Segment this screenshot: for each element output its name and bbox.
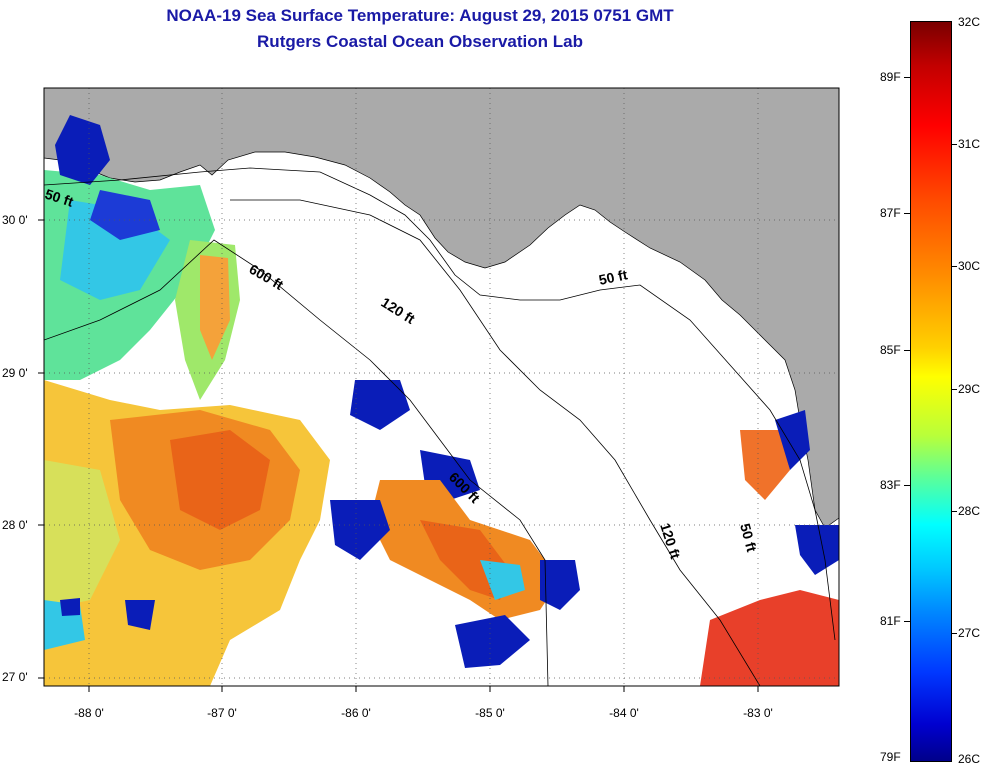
colorbar-c-label: 26C: [958, 752, 981, 766]
map-frame: [43, 87, 840, 687]
map-subtitle: Rutgers Coastal Ocean Observation Lab: [257, 32, 583, 51]
colorbar-c-label: 30C: [958, 259, 981, 273]
colorbar-c-label: 32C: [958, 15, 981, 29]
isobath-label: 50 ft: [737, 522, 760, 554]
x-axis-label: -84 0': [609, 706, 639, 720]
x-axis-label: -86 0': [341, 706, 371, 720]
colorbar-c-label: 29C: [958, 382, 981, 396]
y-axis-label: 27 0': [2, 670, 28, 684]
x-axis-label: -85 0': [475, 706, 505, 720]
x-axis-label: -83 0': [743, 706, 773, 720]
isobath-lines: [44, 167, 836, 686]
map-title: NOAA-19 Sea Surface Temperature: August …: [166, 6, 674, 25]
y-axis-label: 28 0': [2, 518, 28, 532]
x-axis-label: -87 0': [207, 706, 237, 720]
land-mass: [44, 88, 839, 529]
colorbar-f-label: 81F: [880, 614, 901, 628]
colorbar-f-label: 83F: [880, 478, 901, 492]
colorbar-f-label: 85F: [880, 343, 901, 357]
colorbar-f-label: 79F: [880, 750, 901, 764]
y-axis-label: 29 0': [2, 366, 28, 380]
x-axis-label: -88 0': [74, 706, 104, 720]
colorbar-c-label: 27C: [958, 626, 981, 640]
sst-data: [44, 115, 839, 686]
isobath-label: 50 ft: [597, 266, 629, 288]
colorbar-f-label: 87F: [880, 206, 901, 220]
temperature-colorbar: [910, 21, 952, 762]
colorbar-c-label: 28C: [958, 504, 981, 518]
colorbar-c-label: 31C: [958, 137, 981, 151]
colorbar-f-label: 89F: [880, 70, 901, 84]
y-axis-label: 30 0': [2, 213, 28, 227]
